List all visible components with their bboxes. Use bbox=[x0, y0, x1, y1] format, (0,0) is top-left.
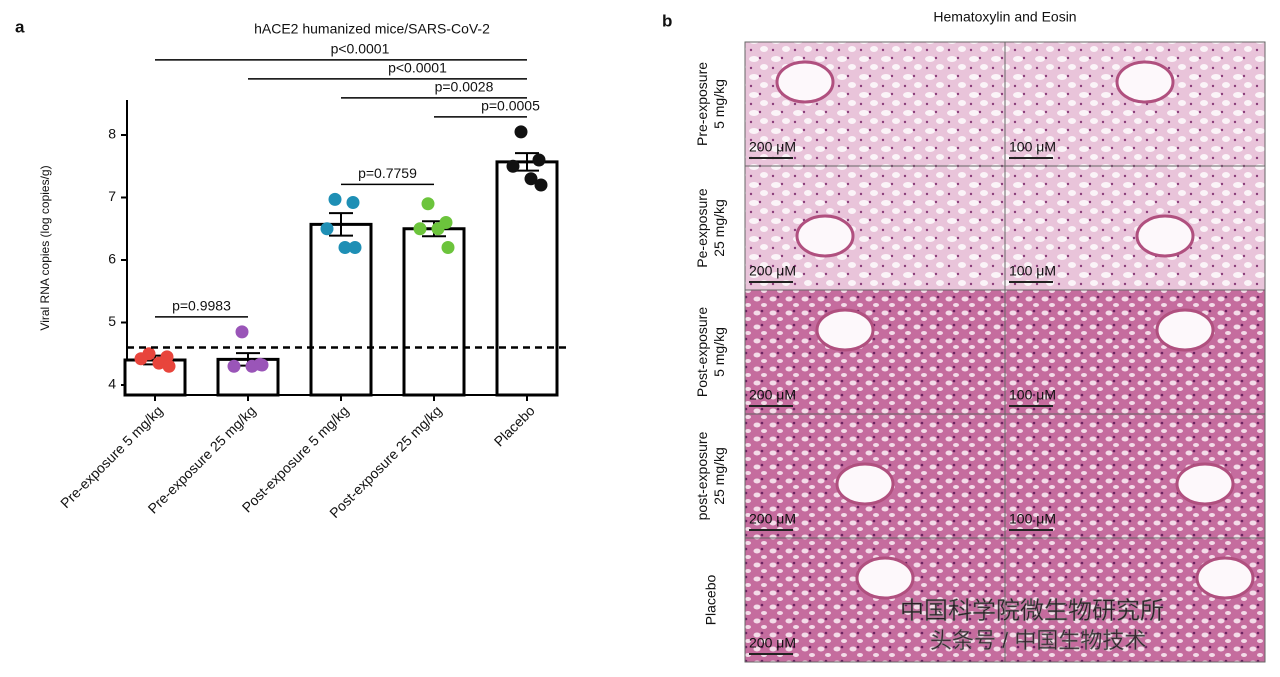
data-point bbox=[320, 222, 334, 236]
scale-label: 200 μM bbox=[749, 263, 796, 279]
data-point bbox=[506, 159, 520, 173]
data-point bbox=[134, 352, 148, 366]
data-point bbox=[338, 241, 352, 254]
airway bbox=[835, 462, 895, 506]
data-point bbox=[235, 325, 249, 339]
scale-label: 100 μM bbox=[1009, 511, 1056, 527]
watermark: 头条号 / 中国生物技术 bbox=[930, 628, 1146, 653]
row-label: 25 mg/kg bbox=[711, 199, 727, 257]
row-label: 5 mg/kg bbox=[711, 79, 727, 129]
histology-image bbox=[744, 165, 1006, 291]
y-tick-label: 6 bbox=[108, 251, 116, 267]
data-point bbox=[255, 358, 269, 372]
watermark: 中国科学院微生物研究所 bbox=[900, 597, 1164, 624]
scale-label: 100 μM bbox=[1009, 263, 1056, 279]
x-tick-label: Pre-exposure 25 mg/kg bbox=[145, 402, 259, 516]
data-point bbox=[421, 197, 435, 211]
data-point bbox=[348, 241, 362, 254]
x-tick-label: Placebo bbox=[491, 402, 538, 449]
y-tick-label: 4 bbox=[108, 376, 116, 392]
airway bbox=[855, 556, 915, 600]
histology-image bbox=[744, 289, 1006, 415]
histology-image bbox=[744, 41, 1006, 167]
data-point bbox=[346, 196, 360, 209]
data-point bbox=[245, 359, 259, 373]
airway bbox=[815, 308, 875, 352]
p-value-label: p<0.0001 bbox=[331, 41, 390, 57]
row-label: Placebo bbox=[703, 574, 719, 625]
row-label: Post-exposure bbox=[694, 307, 710, 397]
airway bbox=[1175, 462, 1235, 506]
airway bbox=[1195, 556, 1255, 600]
data-point bbox=[532, 153, 546, 167]
panel-label: a bbox=[15, 17, 25, 36]
bar bbox=[402, 227, 466, 397]
scale-label: 200 μM bbox=[749, 387, 796, 403]
data-point bbox=[431, 222, 445, 236]
data-point bbox=[441, 241, 455, 254]
chart-title: hACE2 humanized mice/SARS-CoV-2 bbox=[254, 21, 490, 37]
data-point bbox=[328, 192, 342, 206]
x-tick-label: Pre-exposure 5 mg/kg bbox=[57, 402, 166, 511]
row-label: Pre-exposure bbox=[694, 62, 710, 146]
row-label: 5 mg/kg bbox=[711, 327, 727, 377]
p-value-label: p=0.9983 bbox=[172, 298, 231, 314]
bar bbox=[309, 222, 373, 397]
airway bbox=[1135, 214, 1195, 258]
panel-label: b bbox=[662, 11, 672, 30]
data-point bbox=[534, 178, 548, 192]
p-value-label: p<0.0001 bbox=[388, 60, 447, 76]
p-value-label: p=0.0005 bbox=[481, 98, 540, 114]
airway bbox=[795, 214, 855, 258]
scale-label: 100 μM bbox=[1009, 387, 1056, 403]
data-point bbox=[162, 359, 176, 373]
airway bbox=[775, 60, 835, 104]
x-tick-label: Post-exposure 5 mg/kg bbox=[239, 402, 352, 515]
y-axis-label: Viral RNA copies (log copies/g) bbox=[38, 165, 52, 330]
scale-label: 200 μM bbox=[749, 139, 796, 155]
y-tick-label: 8 bbox=[108, 126, 116, 142]
bar bbox=[495, 160, 559, 397]
histology-image bbox=[1004, 289, 1266, 415]
row-label: 25 mg/kg bbox=[711, 447, 727, 505]
airway bbox=[1155, 308, 1215, 352]
data-point bbox=[413, 222, 427, 236]
row-label: Pe-exposure bbox=[694, 188, 710, 268]
data-point bbox=[227, 359, 241, 373]
p-value-label: p=0.7759 bbox=[358, 165, 417, 181]
airway bbox=[1115, 60, 1175, 104]
p-value-label: p=0.0028 bbox=[435, 79, 494, 95]
row-label: post-exposure bbox=[694, 431, 710, 520]
data-point bbox=[152, 356, 166, 370]
y-tick-label: 7 bbox=[108, 188, 116, 204]
data-point bbox=[524, 172, 538, 186]
scale-label: 100 μM bbox=[1009, 139, 1056, 155]
histology-image bbox=[1004, 165, 1266, 291]
scale-label: 200 μM bbox=[749, 511, 796, 527]
scale-label: 200 μM bbox=[749, 635, 796, 651]
panel-title: Hematoxylin and Eosin bbox=[933, 9, 1076, 25]
data-point bbox=[514, 125, 528, 139]
y-tick-label: 5 bbox=[108, 313, 116, 329]
